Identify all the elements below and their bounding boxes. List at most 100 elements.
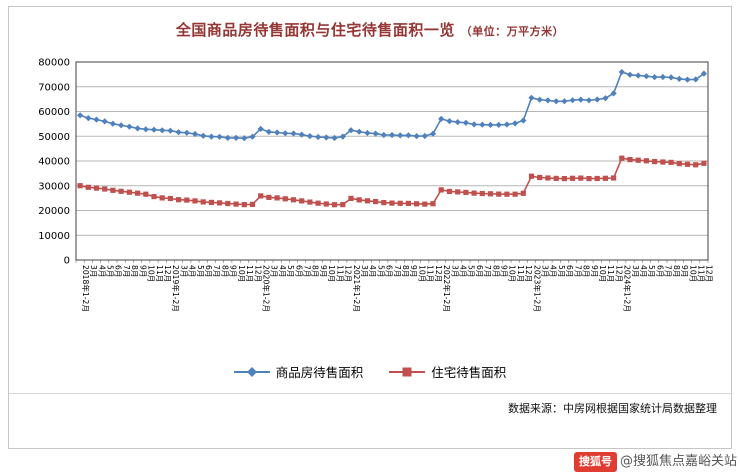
svg-text:12月: 12月 (253, 265, 262, 282)
svg-text:12月: 12月 (614, 265, 623, 282)
svg-text:8月: 8月 (491, 265, 500, 277)
svg-text:60000: 60000 (38, 107, 70, 118)
svg-text:3月: 3月 (270, 265, 279, 277)
svg-text:2024年1-2月: 2024年1-2月 (623, 265, 633, 312)
svg-text:12月: 12月 (344, 265, 353, 282)
svg-text:7月: 7月 (303, 265, 312, 277)
legend-item-commercial: 商品房待售面积 (233, 362, 364, 381)
data-source: 数据来源：中房网根据国家统计局数据整理 (9, 393, 731, 416)
svg-text:9月: 9月 (590, 265, 599, 277)
svg-text:11月: 11月 (606, 265, 615, 282)
svg-text:6月: 6月 (204, 265, 213, 277)
svg-text:5月: 5月 (196, 265, 205, 277)
chart-figure: 全国商品房待售面积与住宅待售面积一览 （单位：万平方米） 0 10000 20000… (8, 6, 732, 449)
chart-title-unit: （单位：万平方米） (460, 25, 565, 38)
svg-text:9月: 9月 (319, 265, 328, 277)
svg-text:7月: 7月 (393, 265, 402, 277)
svg-text:11月: 11月 (155, 265, 164, 282)
svg-text:50000: 50000 (38, 132, 70, 143)
svg-text:6月: 6月 (565, 265, 574, 277)
svg-text:2020年1-2月: 2020年1-2月 (262, 265, 272, 312)
svg-text:11月: 11月 (245, 265, 254, 282)
svg-text:70000: 70000 (38, 82, 70, 93)
svg-text:10000: 10000 (38, 231, 70, 242)
svg-text:10月: 10月 (508, 265, 517, 282)
svg-text:6月: 6月 (294, 265, 303, 277)
svg-text:4月: 4月 (368, 265, 377, 277)
legend-label-commercial: 商品房待售面积 (275, 365, 364, 380)
svg-text:3月: 3月 (360, 265, 369, 277)
svg-text:0: 0 (64, 256, 70, 267)
chart-title: 全国商品房待售面积与住宅待售面积一览 （单位：万平方米） (9, 7, 731, 40)
svg-text:20000: 20000 (38, 206, 70, 217)
watermark-handle: @搜狐焦点嘉峪关站 (619, 454, 737, 469)
svg-text:3月: 3月 (89, 265, 98, 277)
svg-text:12月: 12月 (163, 265, 172, 282)
svg-text:10月: 10月 (688, 265, 697, 282)
svg-text:11月: 11月 (426, 265, 435, 282)
svg-text:2018年1-2月: 2018年1-2月 (81, 265, 91, 312)
svg-text:4月: 4月 (278, 265, 287, 277)
svg-text:2019年1-2月: 2019年1-2月 (171, 265, 181, 312)
svg-text:6月: 6月 (385, 265, 394, 277)
svg-text:3月: 3月 (450, 265, 459, 277)
svg-text:7月: 7月 (664, 265, 673, 277)
svg-text:8月: 8月 (130, 265, 139, 277)
legend-item-residential: 住宅待售面积 (389, 362, 506, 381)
legend-marker-residential-icon (389, 367, 426, 376)
svg-text:8月: 8月 (582, 265, 591, 277)
svg-text:7月: 7月 (122, 265, 131, 277)
svg-text:30000: 30000 (38, 181, 70, 192)
svg-text:4月: 4月 (549, 265, 558, 277)
svg-text:12月: 12月 (434, 265, 443, 282)
svg-text:5月: 5月 (467, 265, 476, 277)
svg-text:5月: 5月 (286, 265, 295, 277)
svg-text:5月: 5月 (647, 265, 656, 277)
svg-text:8月: 8月 (220, 265, 229, 277)
svg-text:10月: 10月 (417, 265, 426, 282)
svg-text:6月: 6月 (114, 265, 123, 277)
svg-text:4月: 4月 (639, 265, 648, 277)
svg-text:8月: 8月 (672, 265, 681, 277)
svg-text:9月: 9月 (500, 265, 509, 277)
svg-text:3月: 3月 (179, 265, 188, 277)
svg-text:6月: 6月 (475, 265, 484, 277)
svg-text:4月: 4月 (459, 265, 468, 277)
svg-text:6月: 6月 (655, 265, 664, 277)
svg-text:7月: 7月 (573, 265, 582, 277)
watermark: 搜狐号 @搜狐焦点嘉峪关站 (573, 452, 737, 472)
svg-text:3月: 3月 (631, 265, 640, 277)
svg-text:10月: 10月 (237, 265, 246, 282)
svg-text:8月: 8月 (311, 265, 320, 277)
svg-text:5月: 5月 (106, 265, 115, 277)
svg-text:11月: 11月 (335, 265, 344, 282)
line-chart: 0 10000 20000 30000 40000 50000 60000 70000 8000… (38, 58, 714, 312)
sohu-badge: 搜狐号 (573, 452, 617, 472)
svg-text:12月: 12月 (524, 265, 533, 282)
svg-text:80000: 80000 (38, 58, 70, 69)
svg-text:10月: 10月 (598, 265, 607, 282)
svg-text:9月: 9月 (409, 265, 418, 277)
svg-text:10月: 10月 (147, 265, 156, 282)
svg-text:2023年1-2月: 2023年1-2月 (532, 265, 542, 312)
svg-text:2021年1-2月: 2021年1-2月 (352, 265, 362, 312)
svg-text:12月: 12月 (705, 265, 714, 282)
svg-text:10月: 10月 (327, 265, 336, 282)
svg-text:3月: 3月 (541, 265, 550, 277)
svg-text:7月: 7月 (483, 265, 492, 277)
chart-legend: 商品房待售面积 住宅待售面积 (9, 362, 731, 381)
svg-text:9月: 9月 (138, 265, 147, 277)
svg-text:4月: 4月 (97, 265, 106, 277)
chart-title-text: 全国商品房待售面积与住宅待售面积一览 (175, 21, 455, 39)
legend-marker-commercial-icon (233, 366, 270, 377)
svg-text:40000: 40000 (38, 157, 70, 168)
svg-text:5月: 5月 (557, 265, 566, 277)
svg-text:2022年1-2月: 2022年1-2月 (442, 265, 452, 312)
svg-text:7月: 7月 (212, 265, 221, 277)
chart-area: 0 10000 20000 30000 40000 50000 60000 70000 8000… (12, 44, 728, 348)
svg-text:11月: 11月 (516, 265, 525, 282)
svg-text:8月: 8月 (401, 265, 410, 277)
svg-text:9月: 9月 (229, 265, 238, 277)
svg-text:4月: 4月 (188, 265, 197, 277)
svg-text:9月: 9月 (680, 265, 689, 277)
